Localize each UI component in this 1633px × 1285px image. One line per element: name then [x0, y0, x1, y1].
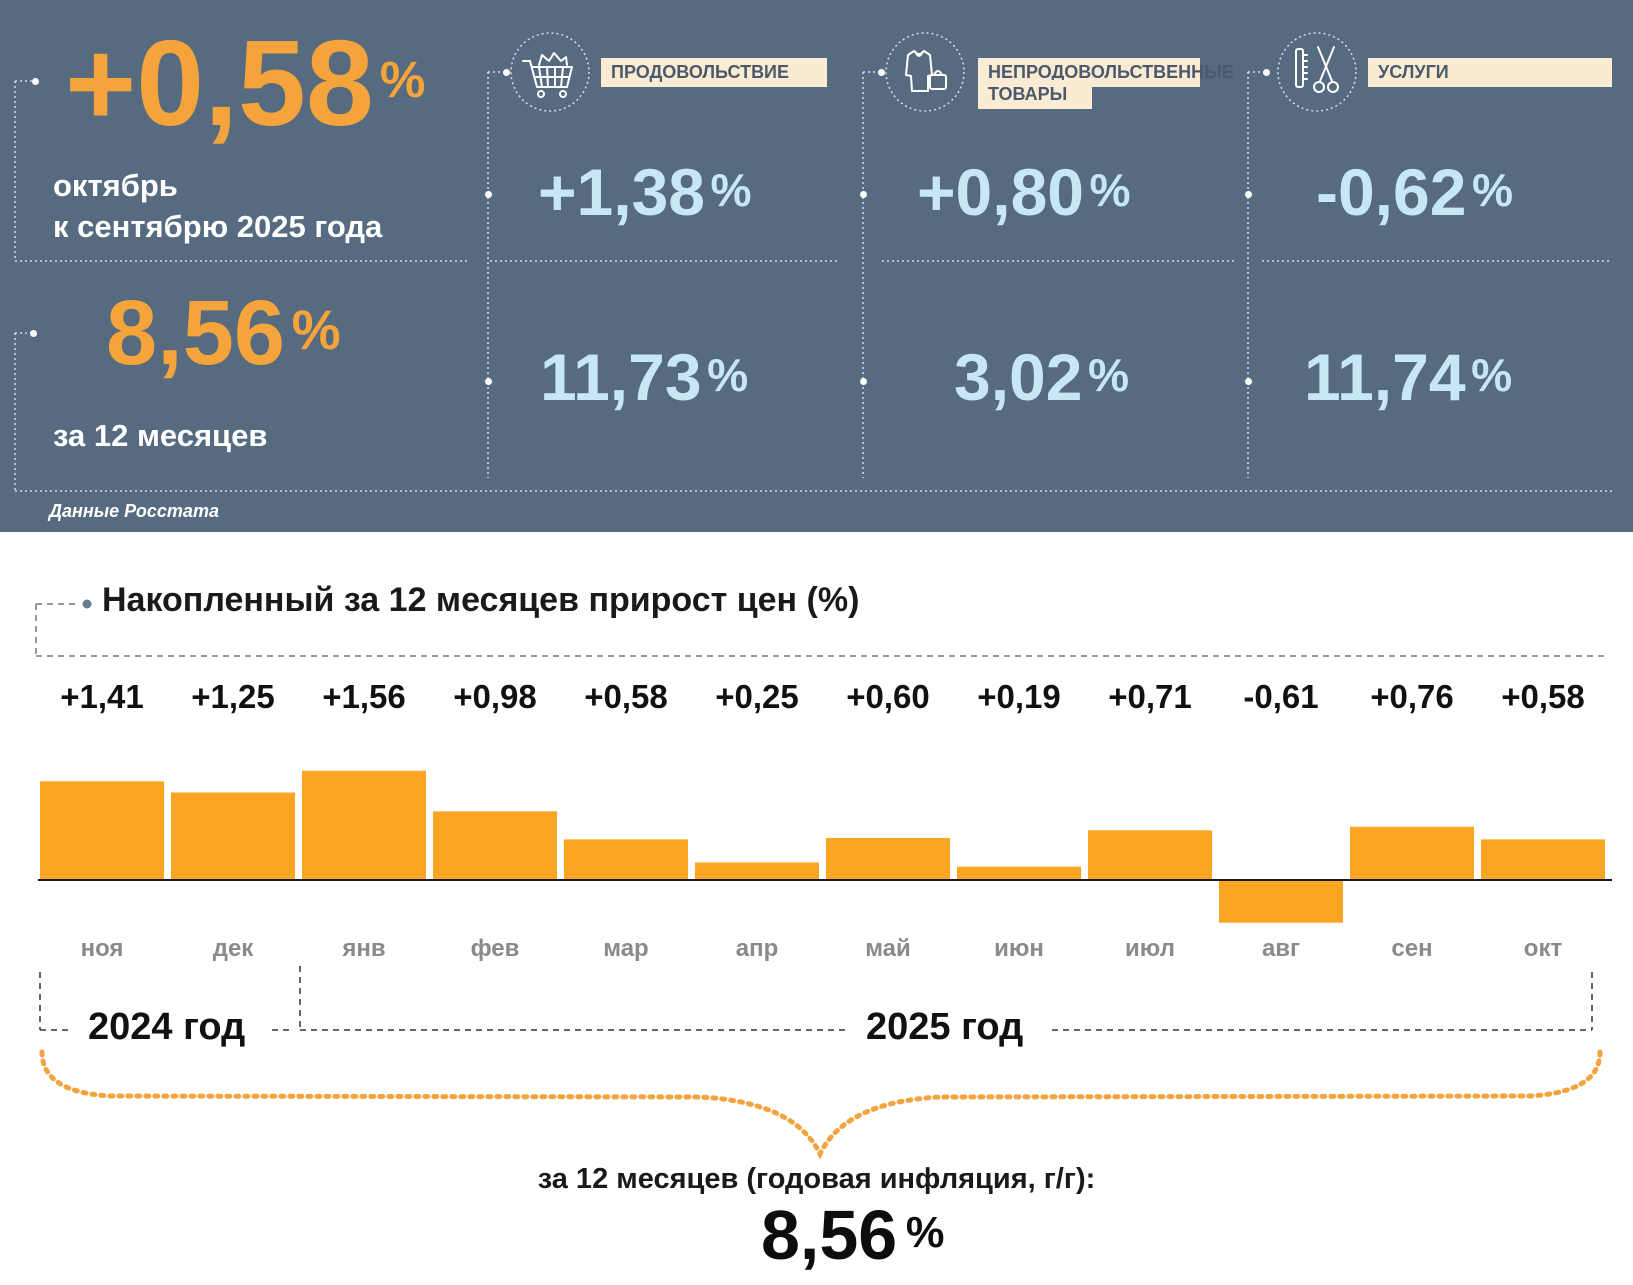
bullet-dot [878, 69, 885, 76]
scissors-comb-icon [1277, 32, 1357, 112]
bar-мар [564, 839, 688, 880]
monthly-inflation-chart [35, 599, 1612, 1160]
bullet-dot [1245, 378, 1252, 385]
bar-авг [1219, 880, 1343, 923]
nonfood-monthly-value: +0,80% [917, 155, 1131, 229]
panel-dotted-frame [14, 71, 1612, 492]
bar-май [826, 838, 950, 880]
month-label-июл: июл [1125, 935, 1175, 962]
year-separators [39, 966, 1593, 1031]
annual-summary-caption: за 12 месяцев (годовая инфляция, г/г): [537, 1163, 1096, 1195]
value-label-окт: +0,58 [1501, 678, 1585, 715]
bar-июл [1088, 830, 1212, 880]
month-label-июн: июн [994, 935, 1044, 962]
value-label-авг: -0,61 [1243, 678, 1319, 715]
value-label-июн: +0,19 [977, 678, 1061, 715]
month-label-янв: янв [342, 935, 386, 962]
bar-апр [695, 862, 819, 880]
category-label-services: УСЛУГИ [1368, 58, 1612, 87]
month-label-сен: сен [1391, 935, 1433, 962]
monthly-inflation-value: +0,58% [65, 15, 426, 151]
month-label-ноя: ноя [80, 935, 124, 962]
bar-ноя [40, 781, 164, 880]
bullet-dot [860, 191, 867, 198]
annual-caption: за 12 месяцев [53, 418, 268, 453]
value-label-дек: +1,25 [191, 678, 275, 715]
annual-inflation-value: 8,56% [106, 282, 341, 384]
category-label-nonfood-line2: ТОВАРЫ [978, 80, 1092, 109]
month-label-авг: авг [1261, 935, 1301, 962]
month-label-окт: окт [1523, 935, 1563, 962]
bullet-dot [485, 378, 492, 385]
monthly-caption: октябрь к сентябрю 2025 года [53, 168, 383, 244]
annual-summary-value: 8,56% [761, 1196, 945, 1274]
month-label-фев: фев [470, 935, 520, 962]
month-label-апр: апр [735, 935, 779, 962]
category-label-food: ПРОДОВОЛЬСТВИЕ [601, 58, 827, 87]
services-annual-value: 11,74% [1304, 340, 1513, 414]
title-bullet [82, 599, 92, 609]
bullet-dot [30, 330, 37, 337]
bullet-dot [860, 378, 867, 385]
bar-сен [1350, 826, 1474, 880]
bullet-dot [485, 191, 492, 198]
value-label-апр: +0,25 [715, 678, 799, 715]
value-label-сен: +0,76 [1370, 678, 1454, 715]
food-monthly-value: +1,38% [538, 155, 752, 229]
bar-янв [302, 770, 426, 880]
month-label-май: май [865, 935, 911, 962]
month-label-мар: мар [603, 935, 649, 962]
bar-дек [171, 792, 295, 880]
value-label-июл: +0,71 [1108, 678, 1192, 715]
bar-окт [1481, 839, 1605, 880]
bar-июн [957, 866, 1081, 880]
food-annual-value: 11,73% [540, 340, 749, 414]
value-label-ноя: +1,41 [60, 678, 144, 715]
value-label-май: +0,60 [846, 678, 930, 715]
year-label-2024: 2024 год [88, 1006, 246, 1048]
year-label-2025: 2025 год [866, 1006, 1024, 1048]
inflation-summary-panel: +0,58% октябрь к сентябрю 2025 года 8,56… [0, 0, 1633, 532]
bar-фев [433, 811, 557, 880]
chart-title: Накопленный за 12 месяцев прирост цен (%… [102, 581, 860, 619]
bullet-dot [1263, 69, 1270, 76]
shopping-cart-icon [510, 32, 590, 112]
source-note: Данные Росстата [49, 501, 219, 521]
month-label-дек: дек [212, 935, 254, 962]
bullet-dot [32, 78, 39, 85]
services-monthly-value: -0,62% [1316, 155, 1514, 229]
clothing-icon [885, 32, 965, 112]
nonfood-annual-value: 3,02% [954, 340, 1130, 414]
bullet-dot [503, 69, 510, 76]
value-label-фев: +0,98 [453, 678, 537, 715]
value-label-янв: +1,56 [322, 678, 406, 715]
chart-title-bracket [35, 603, 1608, 657]
bullet-dot [1245, 191, 1252, 198]
value-label-мар: +0,58 [584, 678, 668, 715]
annual-summary-brace [39, 1049, 1603, 1160]
